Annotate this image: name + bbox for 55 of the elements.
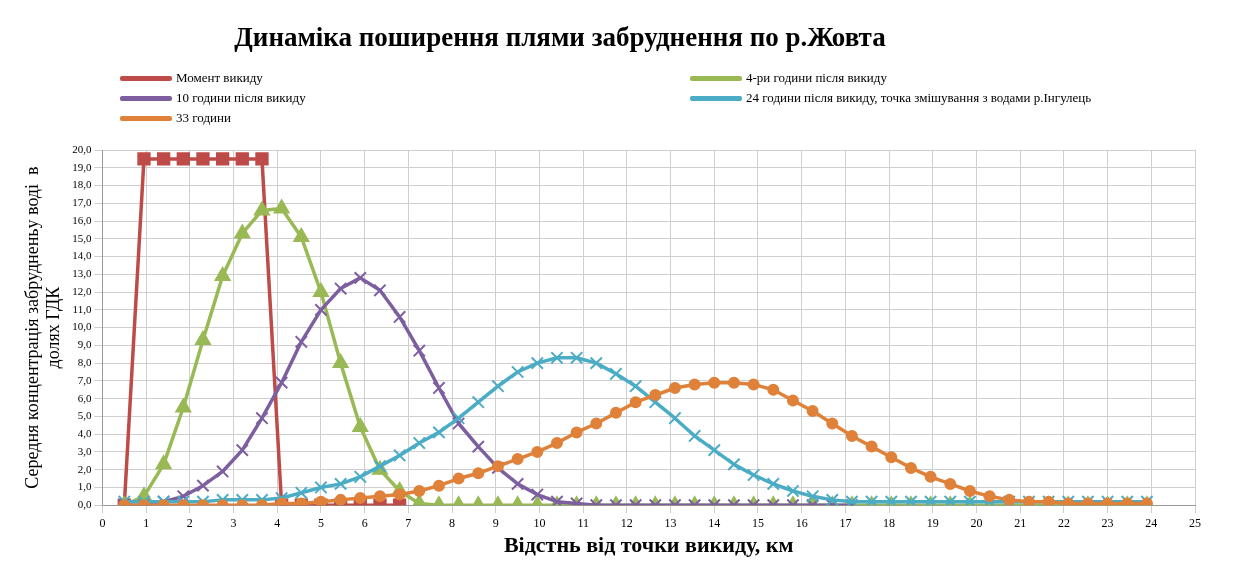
x-tick-label: 8 [449, 515, 456, 530]
y-tick-label: 8,0 [77, 356, 92, 369]
legend-label: 4-ри години після викиду [746, 70, 887, 86]
x-tick-label: 16 [795, 515, 808, 530]
y-tick-label: 10,0 [72, 320, 92, 333]
y-tick-label: 15,0 [72, 231, 92, 244]
x-tick-label: 9 [492, 515, 499, 530]
y-tick-label: 9,0 [77, 338, 92, 351]
y-tick-label: 3,0 [77, 444, 92, 457]
y-tick-label: 13,0 [72, 267, 92, 280]
chart-title: Динаміка поширення плями забруднення по р.Жовта [233, 22, 887, 53]
x-tick-label: 11 [577, 515, 589, 530]
x-tick-label: 6 [361, 515, 368, 530]
x-tick-label: 14 [708, 515, 721, 530]
x-tick-label: 22 [1057, 515, 1070, 530]
y-tick-label: 5,0 [77, 409, 92, 422]
y-tick-label: 1,0 [77, 480, 92, 493]
y-tick-label: 14,0 [72, 249, 92, 262]
y-tick-label: 11,0 [72, 302, 92, 315]
legend-label: 24 години після викиду, точка змішування з водами р.Інгулець [746, 90, 1092, 106]
x-tick-label: 25 [1189, 515, 1201, 530]
y-tick-label: 18,0 [72, 178, 92, 191]
y-tick-label: 16,0 [72, 213, 92, 226]
y-tick-label: 12,0 [72, 284, 92, 297]
x-tick-label: 5 [317, 515, 324, 530]
y-tick-label: 17,0 [72, 196, 92, 209]
y-tick-label: 0,0 [77, 498, 92, 511]
x-tick-label: 18 [883, 515, 896, 530]
y-tick-label: 2,0 [77, 462, 92, 475]
x-tick-label: 10 [533, 515, 546, 530]
x-tick-label: 19 [926, 515, 939, 530]
y-tick-label: 7,0 [77, 373, 92, 386]
x-tick-label: 4 [274, 515, 281, 530]
x-tick-label: 2 [186, 515, 193, 530]
y-axis-title: Середня концентрація забрудненьу воді в долях ГДК [21, 166, 64, 489]
x-tick-label: 3 [230, 515, 237, 530]
y-tick-label: 4,0 [77, 427, 92, 440]
x-tick-label: 20 [970, 515, 983, 530]
x-tick-label: 0 [99, 515, 106, 530]
x-tick-label: 7 [405, 515, 412, 530]
x-tick-label: 15 [751, 515, 764, 530]
x-tick-label: 17 [839, 515, 852, 530]
y-tick-label: 6,0 [77, 391, 92, 404]
x-axis-title: Відстнь від точки викиду, км [503, 532, 794, 558]
x-tick-label: 12 [620, 515, 633, 530]
x-tick-label: 21 [1014, 515, 1027, 530]
x-tick-label: 24 [1145, 515, 1158, 530]
y-tick-label: 19,0 [72, 160, 92, 173]
y-tick-label: 20,0 [72, 142, 92, 155]
x-tick-label: 1 [143, 515, 150, 530]
legend-label: Момент викиду [176, 70, 263, 86]
legend-label: 33 години [176, 110, 231, 126]
legend-label: 10 години після викиду [176, 90, 306, 106]
x-tick-label: 13 [664, 515, 677, 530]
x-tick-label: 23 [1101, 515, 1114, 530]
